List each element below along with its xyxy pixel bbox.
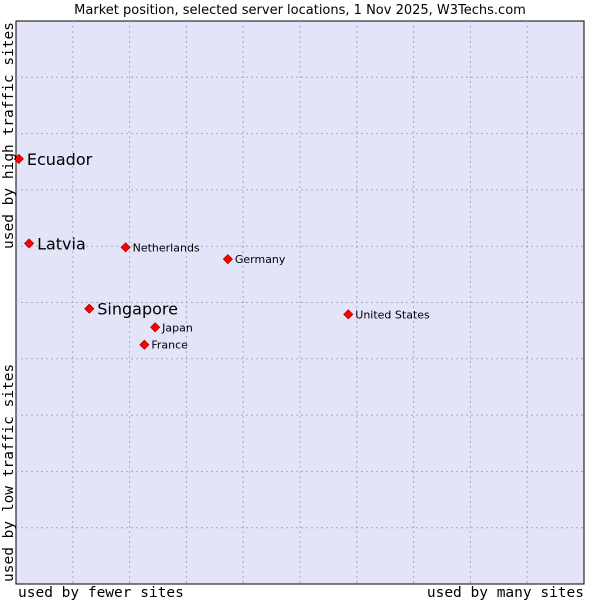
point-marker-france <box>139 339 150 350</box>
point-label-germany: Germany <box>235 253 286 266</box>
point-marker-netherlands <box>120 242 131 253</box>
point-label-netherlands: Netherlands <box>133 241 200 254</box>
point-label-japan: Japan <box>161 321 193 334</box>
point-marker-ecuador <box>13 153 24 165</box>
data-points: Ecuador Latvia Singapore Netherlands Germany… <box>13 150 430 352</box>
data-point-latvia: Latvia <box>23 234 86 253</box>
point-label-united-states: United States <box>355 308 430 321</box>
data-point-germany: Germany <box>222 253 286 266</box>
point-marker-latvia <box>23 238 35 249</box>
point-label-france: France <box>151 339 188 352</box>
point-label-latvia: Latvia <box>37 234 86 253</box>
y-axis-label-top: used by high traffic sites <box>1 22 17 249</box>
x-axis-label-left: used by fewer sites <box>18 585 184 600</box>
point-marker-germany <box>222 254 233 265</box>
point-marker-united-states <box>343 309 354 320</box>
point-marker-singapore <box>84 303 95 314</box>
data-point-netherlands: Netherlands <box>120 241 200 254</box>
data-point-united-states: United States <box>343 308 430 321</box>
data-point-ecuador: Ecuador <box>13 150 93 169</box>
y-axis-label-bottom: used by low traffic sites <box>1 364 17 582</box>
x-axis-label-right: used by many sites <box>427 585 584 600</box>
data-point-france: France <box>139 339 188 352</box>
grid-lines <box>16 21 584 584</box>
data-point-japan: Japan <box>150 321 193 334</box>
point-label-ecuador: Ecuador <box>27 150 93 169</box>
point-label-singapore: Singapore <box>97 300 178 319</box>
point-marker-japan <box>150 322 161 333</box>
data-point-singapore: Singapore <box>84 300 178 319</box>
chart-title: Market position, selected server locatio… <box>74 3 526 18</box>
